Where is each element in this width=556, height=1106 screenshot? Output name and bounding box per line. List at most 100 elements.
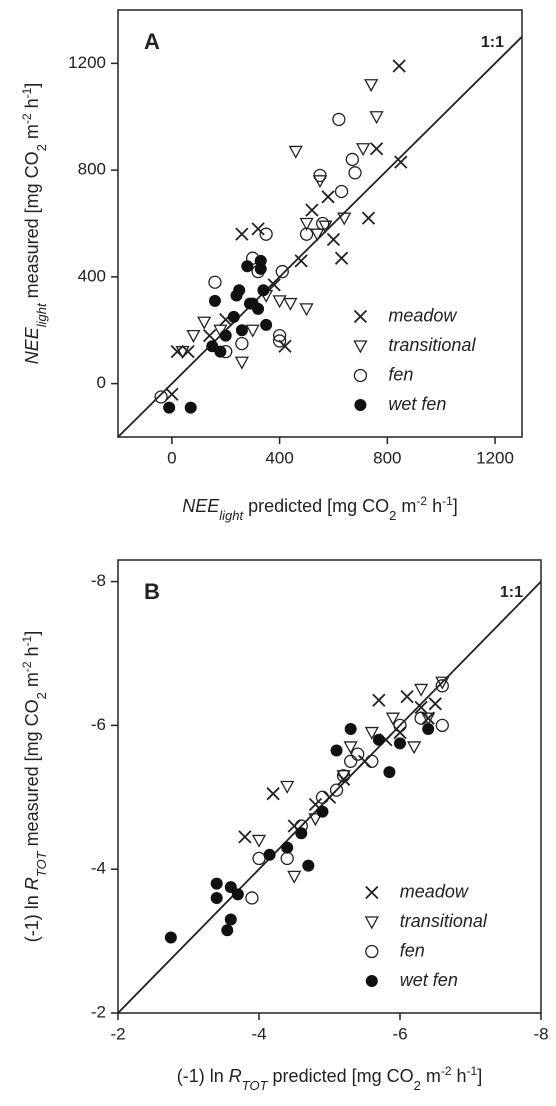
marker-triangle xyxy=(272,295,287,309)
marker-circle xyxy=(348,166,362,180)
marker-circle xyxy=(345,152,359,167)
label-part: (-1) ln xyxy=(177,1066,229,1086)
marker-x xyxy=(322,790,337,804)
marker-dot xyxy=(365,975,378,987)
x-axis-label: NEElight predicted [mg CO2 m-2 h-1] xyxy=(182,494,458,523)
marker-circle xyxy=(245,891,259,905)
label-part: 2 xyxy=(389,508,396,523)
marker-triangle xyxy=(197,316,212,330)
x-tick-label: 400 xyxy=(265,448,293,467)
marker-dot xyxy=(210,891,223,904)
marker-x xyxy=(414,700,428,715)
marker-dot xyxy=(372,733,385,746)
y-tick-label: 1200 xyxy=(68,53,106,72)
label-part: measured [mg CO xyxy=(22,151,42,303)
marker-triangle xyxy=(308,813,323,827)
marker-triangle xyxy=(407,741,422,755)
marker-x xyxy=(294,254,308,268)
marker-x xyxy=(392,59,406,73)
label-part: TOT xyxy=(34,850,49,877)
x-tick-label: -4 xyxy=(251,1024,266,1043)
y-axis-label: NEElight measured [mg CO2 m-2 h-1] xyxy=(20,83,49,365)
label-part: 2 xyxy=(34,144,49,151)
marker-x xyxy=(305,203,319,217)
y-axis-label: (-1) ln RTOT measured [mg CO2 m-2 h-1] xyxy=(20,631,49,942)
marker-x xyxy=(251,222,265,236)
label-part: -1 xyxy=(20,87,34,98)
label-part: h xyxy=(22,646,42,661)
marker-dot xyxy=(254,262,267,275)
plot-frame xyxy=(117,9,523,438)
y-tick-label: -8 xyxy=(91,571,106,590)
marker-dot xyxy=(257,284,270,297)
x-tick-label: 800 xyxy=(373,448,401,467)
marker-circle xyxy=(280,851,294,866)
label-part: -1 xyxy=(20,635,34,646)
marker-circle xyxy=(435,718,449,733)
label-part: (-1) ln xyxy=(22,890,42,942)
legend-label: meadow xyxy=(400,881,469,901)
marker-dot xyxy=(210,877,223,890)
marker-circle xyxy=(252,851,266,866)
legend-label: wet fen xyxy=(400,970,458,990)
label-part: ] xyxy=(22,631,42,636)
marker-dot xyxy=(383,766,396,779)
marker-dot xyxy=(260,318,273,331)
marker-dot xyxy=(219,329,232,342)
legend-label: fen xyxy=(400,940,425,960)
marker-circle xyxy=(313,168,327,183)
label-part: predicted [mg CO xyxy=(243,496,389,516)
marker-dot xyxy=(344,722,357,735)
marker-triangle xyxy=(288,145,303,159)
marker-circle xyxy=(272,334,287,348)
marker-triangle xyxy=(234,356,249,370)
label-part: -2 xyxy=(441,1064,452,1078)
marker-triangle xyxy=(299,217,314,231)
plot-frame xyxy=(117,559,542,1014)
panel: -2 -4 -6 -8 -2 -4 -6 -8 B 1:1 meadow transitional fe… xyxy=(20,559,549,1093)
marker-x xyxy=(365,885,379,900)
marker-dot xyxy=(295,827,308,840)
legend-label: transitional xyxy=(400,911,488,931)
marker-dot xyxy=(243,297,256,310)
legend-label: transitional xyxy=(388,335,476,355)
marker-circle xyxy=(365,754,379,768)
marker-triangle xyxy=(310,228,325,242)
marker-triangle xyxy=(414,683,429,697)
marker-circle xyxy=(316,216,330,231)
marker-dot xyxy=(221,924,234,937)
marker-dot xyxy=(184,401,197,414)
marker-circle xyxy=(275,264,289,279)
marker-circle xyxy=(351,747,365,761)
label-part: 2 xyxy=(34,692,49,699)
marker-dot xyxy=(281,841,294,854)
label-part: ] xyxy=(453,496,458,516)
label-part: m xyxy=(421,1066,441,1086)
label-part: measured [mg CO xyxy=(22,699,42,851)
marker-triangle xyxy=(421,712,436,726)
marker-dot xyxy=(230,289,243,302)
label-part: ] xyxy=(22,83,42,88)
marker-triangle xyxy=(337,212,352,226)
marker-dot xyxy=(208,294,221,307)
y-tick-label: 800 xyxy=(78,160,106,179)
marker-triangle xyxy=(299,303,314,317)
marker-circle xyxy=(332,112,346,127)
marker-x xyxy=(266,787,280,801)
y-tick-label: -4 xyxy=(91,859,106,878)
panel-label: B xyxy=(144,579,160,604)
marker-triangle xyxy=(353,340,368,354)
label-part: 2 xyxy=(414,1078,421,1093)
label-part: light xyxy=(219,508,244,523)
label-part: predicted [mg CO xyxy=(268,1066,414,1086)
marker-x xyxy=(334,251,349,265)
label-part: ] xyxy=(477,1066,482,1086)
label-part: -1 xyxy=(442,494,453,508)
marker-x xyxy=(428,697,442,711)
marker-dot xyxy=(263,848,276,861)
marker-dot xyxy=(394,737,406,750)
legend-label: wet fen xyxy=(388,394,446,414)
marker-dot xyxy=(231,888,244,901)
marker-triangle xyxy=(186,329,201,343)
